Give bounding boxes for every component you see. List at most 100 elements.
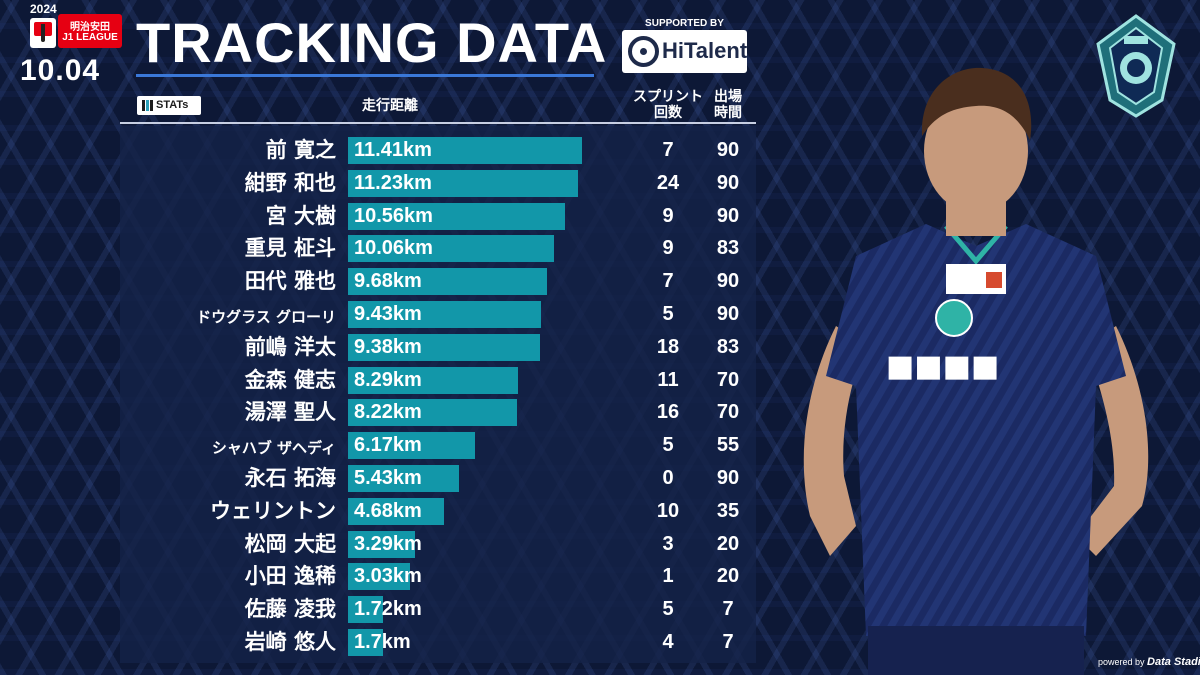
svg-text:■■■■: ■■■■ (886, 349, 999, 384)
distance-label: 3.29km (354, 532, 422, 555)
league-badge: 明治安田 J1 LEAGUE (58, 14, 122, 48)
minutes-played: 20 (716, 565, 740, 588)
column-header-sprints-line2: 回数 (654, 105, 682, 121)
distance-bar (348, 137, 582, 164)
table-row: 重見 柾斗 10.06km 9 83 (120, 232, 756, 265)
table-row: 松岡 大起 3.29km 3 20 (120, 528, 756, 561)
minutes-played: 83 (716, 237, 740, 260)
column-header-minutes: 出場 時間 (700, 89, 756, 121)
table-row: 前嶋 洋太 9.38km 18 83 (120, 331, 756, 364)
sponsor-logo: HiTalent (622, 30, 747, 73)
table-row: ドウグラス グローリ 9.43km 5 90 (120, 298, 756, 331)
player-name: 金森 健志 (244, 367, 336, 392)
sprint-count: 11 (657, 368, 679, 391)
player-photo: ■■■■ (803, 67, 1149, 675)
player-name: 湯澤 聖人 (244, 400, 336, 425)
distance-bar (348, 497, 444, 525)
column-header-sprints: スプリント 回数 (628, 89, 708, 121)
distance-bar (348, 235, 555, 263)
table-row: ウェリントン 4.68km 10 35 (120, 495, 756, 528)
distance-bar (348, 596, 384, 624)
minutes-played: 70 (716, 401, 740, 424)
minutes-played: 90 (716, 270, 740, 293)
distance-label: 9.43km (354, 303, 422, 325)
distance-label: 1.72km (354, 598, 422, 621)
table-row: 金森 健志 8.29km 11 70 (120, 364, 756, 397)
player-name: ドウグラス グローリ (196, 308, 336, 326)
sprint-count: 0 (662, 467, 674, 489)
player-name: 重見 柾斗 (244, 236, 336, 261)
minutes-played: 7 (722, 598, 734, 621)
table-row: シャハブ ザヘディ 6.17km 5 55 (120, 429, 756, 462)
distance-label: 6.17km (354, 434, 422, 457)
distance-label: 3.03km (354, 565, 422, 588)
sponsor-name: HiTalent (662, 38, 748, 63)
distance-bar (348, 333, 541, 361)
sprint-count: 5 (662, 434, 674, 457)
player-name: 岩崎 悠人 (244, 630, 336, 654)
player-name: 松岡 大起 (244, 531, 336, 556)
minutes-played: 35 (716, 499, 740, 522)
minutes-played: 55 (716, 434, 740, 457)
j-league-emblem-icon (30, 18, 56, 48)
sprint-count: 16 (656, 401, 680, 424)
player-name: 永石 拓海 (244, 466, 336, 490)
season-year: 2024 (30, 2, 57, 16)
distance-label: 10.56km (354, 204, 433, 227)
player-name: ウェリントン (210, 498, 336, 523)
header-divider (120, 122, 756, 124)
distance-bar (348, 301, 542, 328)
column-header-minutes-line2: 時間 (714, 105, 742, 121)
distance-bar (348, 465, 460, 492)
distance-label: 11.41km (354, 139, 432, 161)
distance-bar (348, 432, 475, 460)
table-row: 紺野 和也 11.23km 24 90 (120, 167, 756, 200)
sprint-count: 18 (656, 335, 680, 358)
table-row: 宮 大樹 10.56km 9 90 (120, 200, 756, 233)
sponsor-mark-icon (628, 36, 659, 67)
minutes-played: 70 (716, 368, 740, 391)
player-name: 宮 大樹 (265, 203, 336, 228)
minutes-played: 83 (716, 335, 740, 358)
player-name: シャハブ ザヘディ (211, 439, 336, 458)
data-provider-credit: powered by Data Stadium (1098, 656, 1200, 668)
table-row: 湯澤 聖人 8.22km 16 70 (120, 396, 756, 429)
sprint-count: 1 (662, 565, 674, 588)
distance-label: 11.23km (354, 171, 432, 194)
sprint-count: 4 (662, 631, 674, 653)
table-row: 永石 拓海 5.43km 0 90 (120, 462, 756, 495)
distance-bar (348, 366, 518, 394)
club-crest-icon (1096, 14, 1176, 118)
supported-by-label: SUPPORTED BY (645, 18, 724, 29)
sprint-count: 5 (662, 598, 674, 621)
distance-bar (348, 563, 411, 591)
sprint-count: 24 (656, 171, 680, 194)
minutes-played: 7 (722, 631, 734, 653)
league-sponsor: 明治安田 (70, 22, 110, 33)
sprint-count: 7 (662, 139, 674, 161)
data-provider-name: Data Stadium (1147, 656, 1200, 668)
player-name: 紺野 和也 (244, 170, 336, 195)
sprint-count: 5 (662, 303, 674, 325)
powered-by-label: powered by (1098, 657, 1145, 667)
distance-bar (348, 202, 565, 230)
player-name: 前 寛之 (265, 138, 336, 162)
distance-label: 10.06km (354, 237, 433, 260)
sprint-count: 9 (662, 237, 674, 260)
minutes-played: 90 (716, 139, 740, 161)
minutes-played: 90 (716, 171, 740, 194)
distance-label: 1.7km (354, 631, 411, 653)
minutes-played: 90 (716, 204, 740, 227)
stats-logo: STATs (137, 96, 201, 115)
sprint-count: 3 (662, 532, 674, 555)
player-name: 田代 雅也 (244, 269, 336, 294)
table-row: 岩崎 悠人 1.7km 4 7 (120, 626, 756, 659)
table-row: 田代 雅也 9.68km 7 90 (120, 265, 756, 298)
league-name: J1 LEAGUE (62, 32, 118, 43)
distance-label: 5.43km (354, 467, 422, 489)
table-row: 前 寛之 11.41km 7 90 (120, 134, 756, 167)
table-row: 小田 逸稀 3.03km 1 20 (120, 560, 756, 593)
distance-bar (348, 629, 383, 656)
sprint-count: 9 (662, 204, 674, 227)
column-header-sprints-line1: スプリント (633, 89, 703, 105)
